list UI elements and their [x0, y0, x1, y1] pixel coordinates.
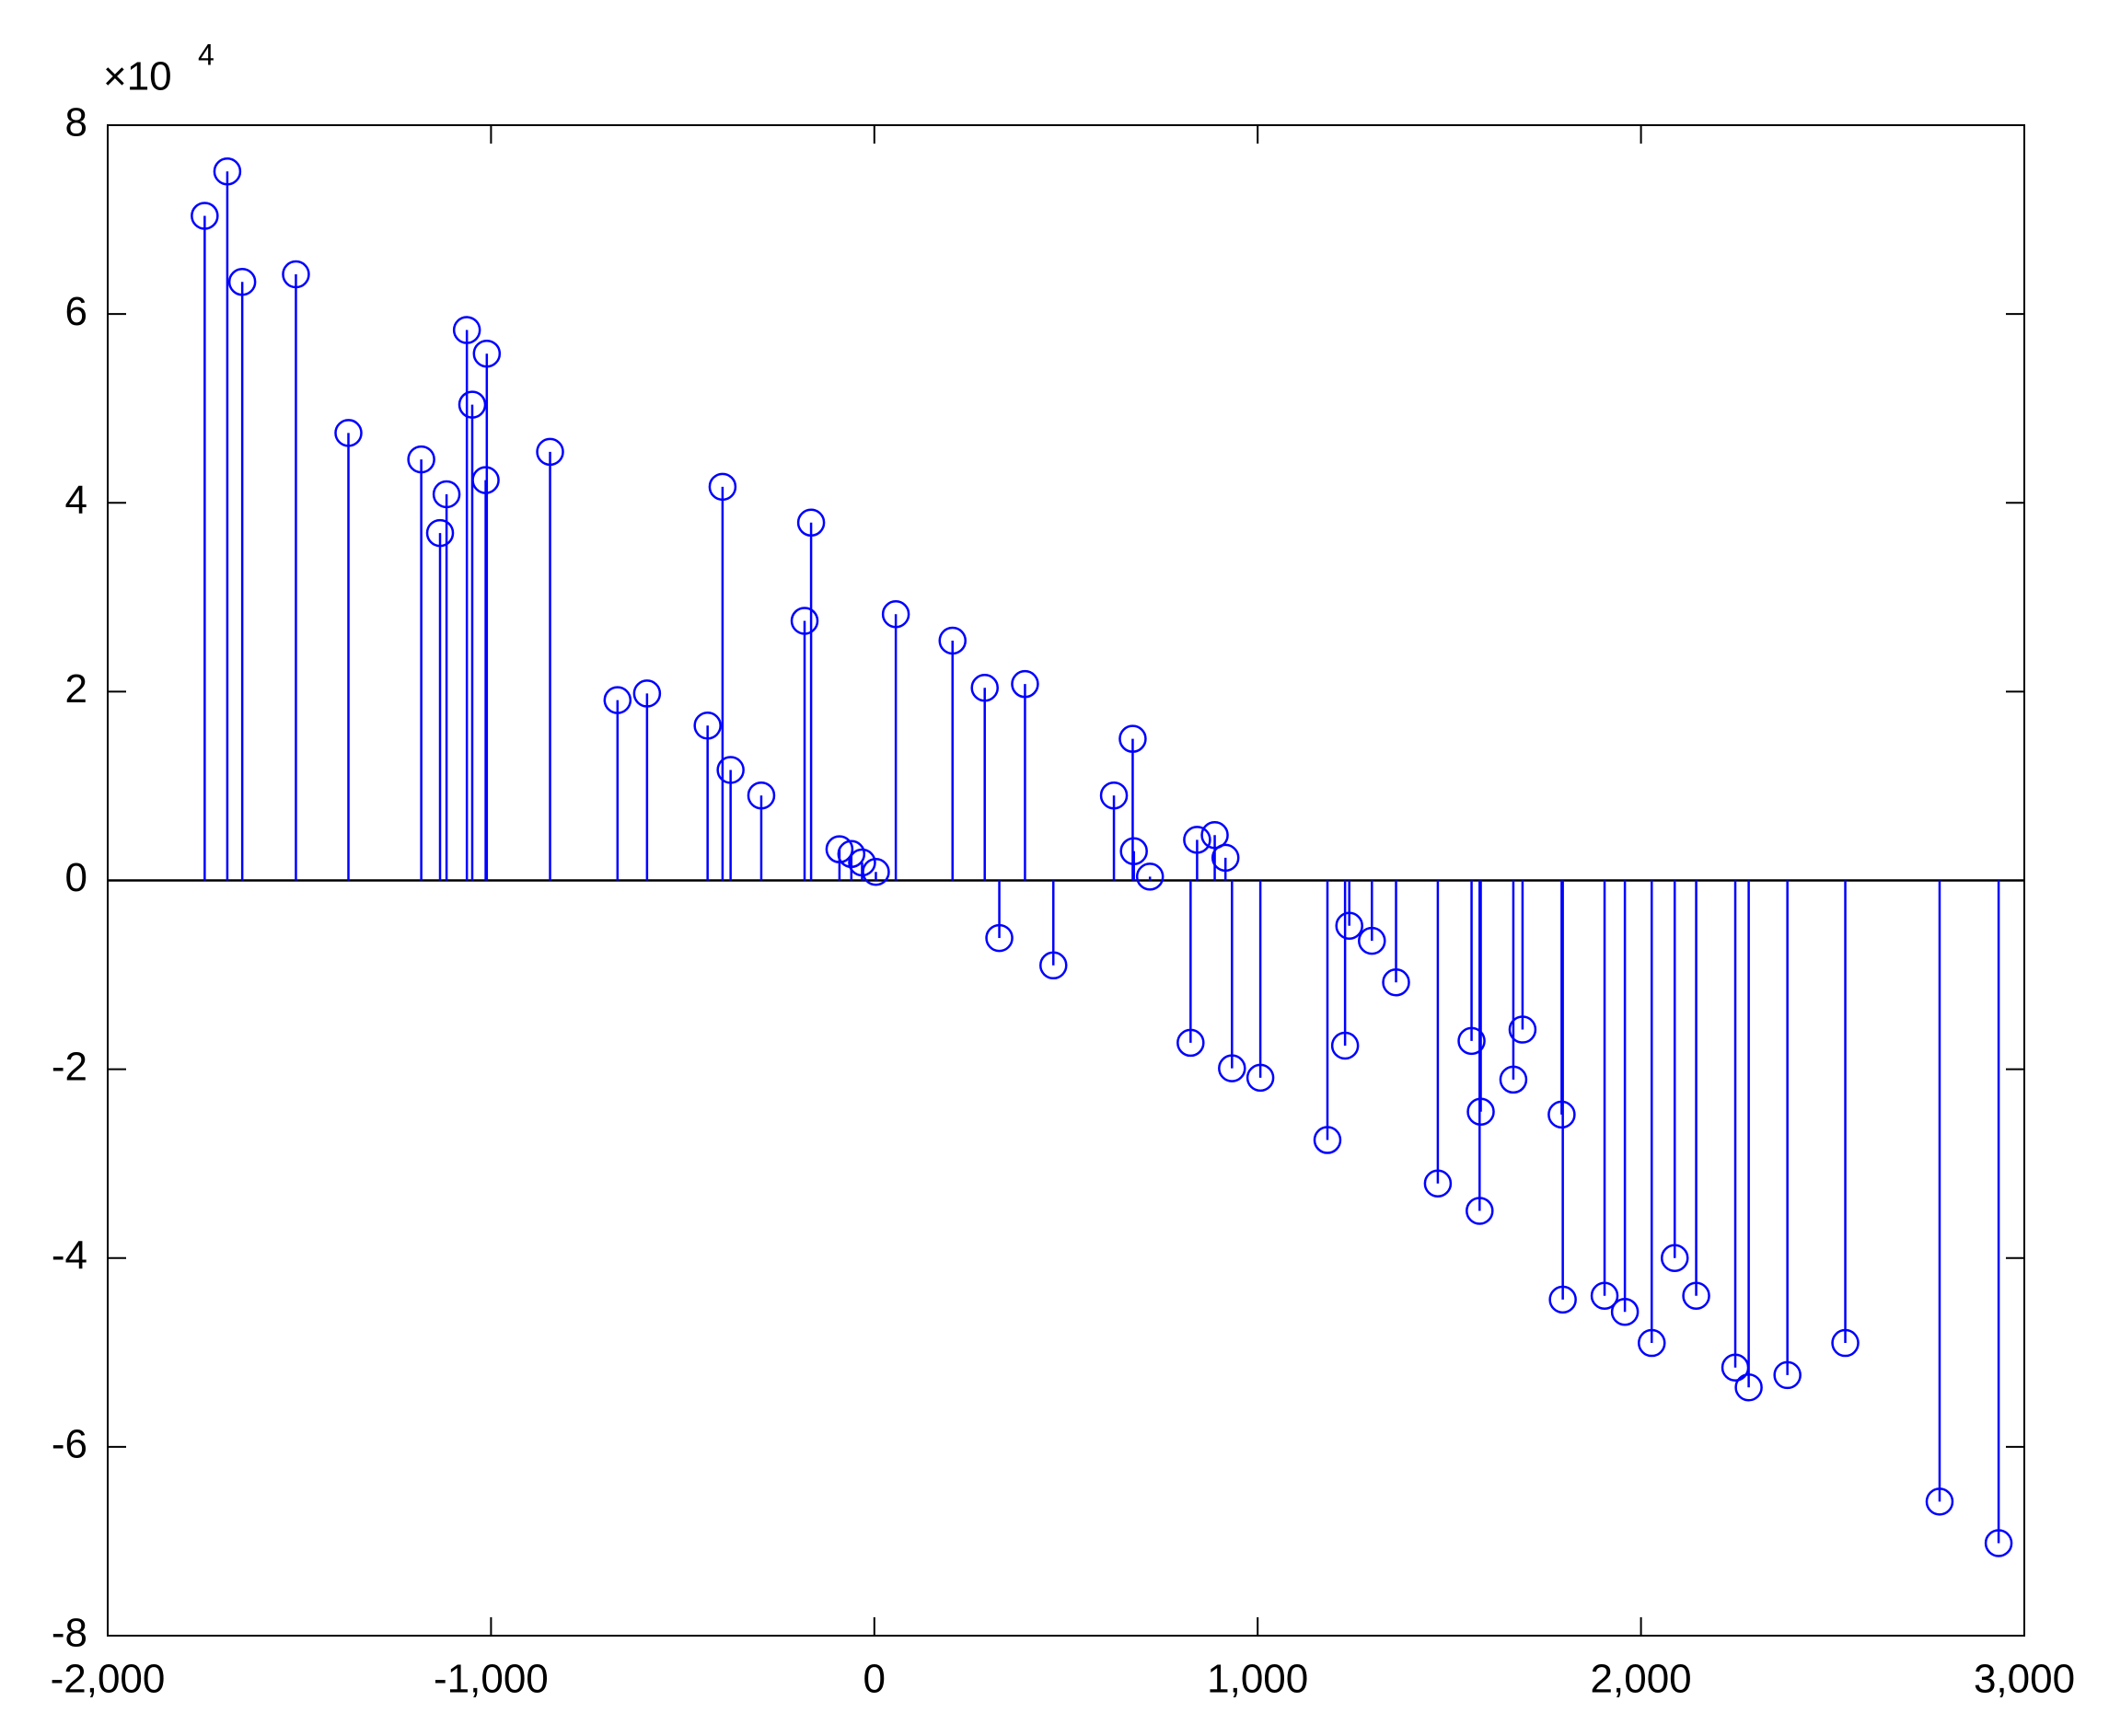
stem-marker	[603, 686, 632, 714]
stem-marker	[1200, 821, 1229, 850]
stem-marker	[1638, 1328, 1666, 1358]
stem-marker	[472, 339, 502, 368]
stem-marker	[1508, 1015, 1537, 1044]
exponent-base: ×10	[103, 54, 172, 99]
stem-marker	[1011, 669, 1039, 699]
x-tick-label: 1,000	[1207, 1657, 1308, 1702]
stem-marker	[1118, 724, 1147, 753]
stem-marker	[938, 626, 967, 655]
stem-marker	[536, 437, 564, 467]
stem-marker	[881, 600, 910, 629]
stem-marker	[213, 157, 242, 186]
x-tick-label: -2,000	[51, 1657, 166, 1702]
stem-marker	[282, 260, 310, 289]
stem-marker	[1119, 837, 1148, 865]
stem-marker	[1183, 826, 1211, 854]
x-tick-label: 3,000	[1974, 1657, 2075, 1702]
stem-marker	[1466, 1097, 1495, 1127]
stem-marker	[1382, 968, 1410, 997]
stem-marker	[1734, 1373, 1763, 1402]
exponent: 4	[198, 38, 214, 71]
stem-marker	[1423, 1169, 1453, 1198]
stem-marker	[1457, 1026, 1486, 1056]
stem-marker	[1135, 862, 1165, 891]
x-tick-label: 2,000	[1591, 1657, 1692, 1702]
stem-marker	[227, 268, 257, 296]
stem-marker	[334, 419, 363, 447]
y-tick-label: -6	[52, 1422, 87, 1467]
stem-marker	[848, 848, 876, 877]
stem-marker	[1660, 1244, 1689, 1272]
stem-marker	[425, 518, 455, 548]
stem-marker	[1773, 1360, 1802, 1390]
stem-marker	[708, 472, 737, 502]
stem-marker	[1466, 1197, 1494, 1225]
stem-marker	[452, 316, 481, 344]
stem-marker	[1831, 1328, 1860, 1358]
x-tick-label: -1,000	[434, 1657, 549, 1702]
stem-marker	[693, 712, 722, 740]
y-tick-label: 0	[65, 855, 87, 900]
stem-marker	[796, 508, 826, 538]
y-tick-label: -4	[52, 1233, 87, 1278]
y-tick-label: 8	[65, 100, 87, 145]
stem-marker	[1984, 1529, 2013, 1557]
y-tick-label: -8	[52, 1611, 87, 1656]
stem-marker	[1218, 1054, 1246, 1082]
stem-marker	[191, 202, 219, 230]
stem-marker	[1330, 1031, 1360, 1060]
y-tick-label: -2	[52, 1044, 87, 1089]
stem-marker	[1925, 1487, 1954, 1516]
stem-marker	[432, 480, 461, 509]
stem-marker	[1335, 911, 1363, 940]
stem-marker	[1246, 1063, 1275, 1093]
stem-marker	[1548, 1285, 1577, 1314]
stem-marker	[1176, 1028, 1205, 1058]
stem-marker	[970, 674, 999, 702]
stem-marker	[716, 756, 745, 784]
stem-marker	[790, 607, 819, 635]
stem-marker	[825, 835, 854, 863]
stem-marker	[1682, 1281, 1710, 1311]
stem-marker	[985, 923, 1014, 953]
stem-marker	[1358, 926, 1386, 955]
stem-marker	[837, 839, 866, 869]
x-tick-label: 0	[863, 1657, 886, 1702]
y-tick-label: 6	[65, 289, 87, 334]
stem-marker	[1211, 843, 1240, 873]
stem-marker	[1099, 781, 1129, 810]
stem-marker	[458, 390, 487, 419]
y-tick-label: 2	[65, 666, 87, 712]
stem-marker	[1313, 1126, 1342, 1154]
stem-marker	[407, 445, 435, 474]
stem-marker	[471, 466, 500, 494]
stem-marker	[632, 679, 662, 708]
stem-marker	[1610, 1297, 1640, 1326]
stem-marker	[1039, 951, 1068, 980]
stem-marker	[1499, 1065, 1528, 1094]
stem-marker	[1590, 1281, 1619, 1311]
stem-marker	[747, 781, 776, 810]
stem-marker	[862, 858, 890, 886]
y-tick-label: 4	[65, 478, 87, 523]
